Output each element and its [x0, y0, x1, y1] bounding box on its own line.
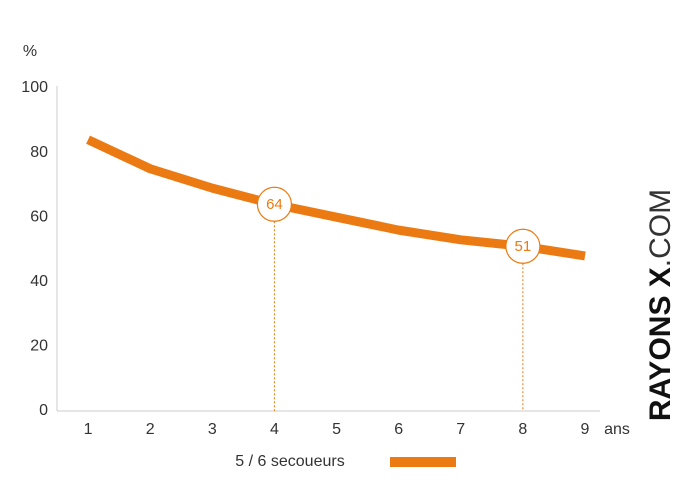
watermark-brand: RAYONS X — [644, 267, 677, 421]
y-axis-label: % — [23, 43, 37, 60]
point-marker — [505, 228, 541, 264]
x-tick-label: 4 — [270, 421, 279, 438]
x-tick-label: 3 — [208, 421, 217, 438]
legend-label: 5 / 6 secoueurs — [235, 453, 344, 470]
legend-swatch — [390, 457, 456, 467]
x-tick-label: 8 — [518, 421, 527, 438]
data-label: 51 — [515, 238, 532, 255]
x-tick-label: 7 — [456, 421, 465, 438]
y-tick-label: 60 — [30, 208, 48, 225]
y-tick-label: 100 — [21, 79, 48, 96]
watermark: RAYONS X.COM — [644, 189, 677, 421]
y-tick-label: 80 — [30, 144, 48, 161]
x-tick-label: 5 — [332, 421, 341, 438]
x-tick-label: 2 — [146, 421, 155, 438]
point-marker — [256, 186, 293, 222]
y-tick-label: 40 — [30, 273, 48, 290]
x-axis-label: ans — [604, 421, 630, 438]
watermark-suffix: .COM — [644, 189, 677, 267]
x-tick-label: 9 — [581, 421, 590, 438]
data-line — [86, 135, 586, 261]
y-tick-label: 0 — [39, 402, 48, 419]
x-tick-label: 6 — [394, 421, 403, 438]
data-label: 64 — [266, 196, 283, 213]
x-tick-label: 1 — [84, 421, 93, 438]
y-tick-label: 20 — [30, 338, 48, 355]
